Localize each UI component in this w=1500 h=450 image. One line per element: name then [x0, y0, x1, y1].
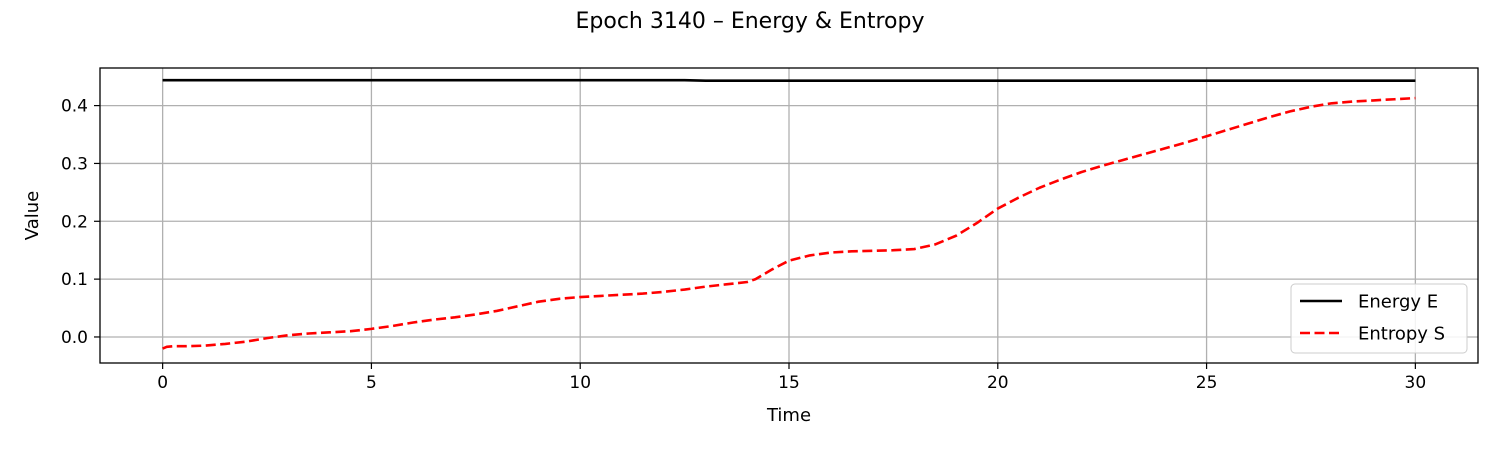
series-line-entropy	[162, 96, 1416, 350]
x-tick-label: 10	[569, 373, 591, 393]
y-tick-label: 0.3	[61, 154, 88, 174]
y-tick-label: 0.1	[61, 270, 88, 290]
series-line-energy	[162, 78, 1416, 83]
grid-lines	[100, 68, 1478, 363]
legend-label-energy: Energy E	[1358, 292, 1438, 313]
y-tick-label: 0.2	[61, 212, 88, 232]
x-tick-label: 15	[778, 373, 800, 393]
x-tick-label: 25	[1196, 373, 1218, 393]
y-tick-label: 0.4	[61, 97, 88, 117]
legend: Energy E Entropy S	[1290, 283, 1468, 354]
x-tick-label: 0	[157, 373, 168, 393]
y-tick-label: 0.0	[61, 328, 88, 348]
x-tick-label: 5	[366, 373, 377, 393]
legend-label-entropy: Entropy S	[1358, 324, 1445, 345]
x-tick-label: 30	[1405, 373, 1427, 393]
plot-series	[162, 78, 1416, 350]
x-tick-label: 20	[987, 373, 1009, 393]
y-axis-label: Value	[22, 191, 43, 240]
x-axis-label: Time	[766, 405, 811, 426]
axis-ticks: 0 5 10 15 20 25 30 0.0 0.1 0.2 0.3 0.4	[61, 97, 1426, 393]
chart-title: Epoch 3140 – Energy & Entropy	[576, 9, 925, 34]
